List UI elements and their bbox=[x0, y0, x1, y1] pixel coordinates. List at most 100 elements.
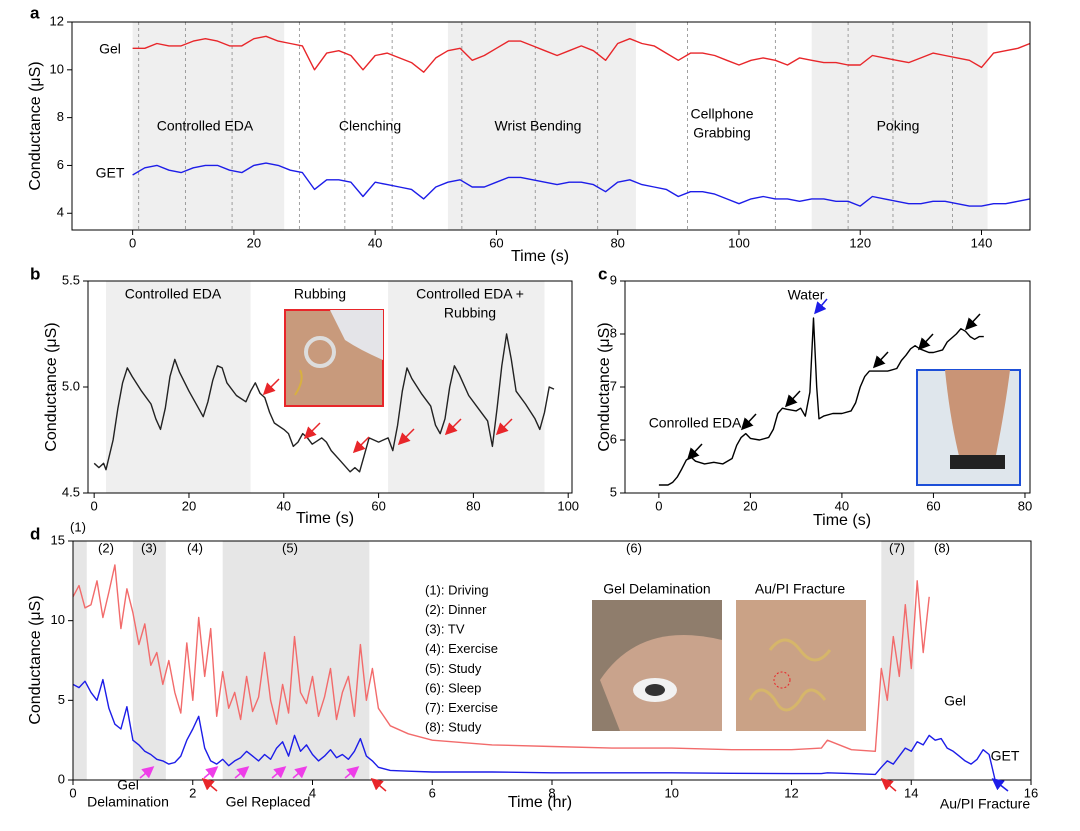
region-label: (7) bbox=[889, 540, 905, 555]
arrow bbox=[203, 766, 219, 779]
arrow bbox=[352, 436, 370, 454]
x-tick-label: 80 bbox=[1018, 498, 1032, 513]
annotation: Controlled EDA bbox=[157, 118, 254, 134]
x-tick-label: 20 bbox=[743, 498, 757, 513]
series-label: GET bbox=[991, 748, 1020, 764]
x-tick-label: 2 bbox=[189, 785, 196, 800]
region-label: (8) bbox=[934, 540, 950, 555]
series-line bbox=[132, 35, 1031, 73]
x-tick-label: 10 bbox=[665, 785, 679, 800]
region-name: (3): TV bbox=[425, 622, 465, 637]
arrow bbox=[139, 766, 155, 779]
series-line bbox=[72, 678, 996, 781]
y-tick-label: 9 bbox=[610, 272, 617, 287]
series-line bbox=[658, 317, 984, 486]
annotation: Cellphone bbox=[690, 106, 753, 122]
annotation: Clenching bbox=[339, 118, 401, 134]
panel-label: b bbox=[30, 264, 40, 283]
region-label: (1) bbox=[70, 519, 86, 534]
x-tick-label: 6 bbox=[429, 785, 436, 800]
region-name: (1): Driving bbox=[425, 582, 489, 597]
x-tick-label: 40 bbox=[368, 235, 382, 250]
region-label: (5) bbox=[282, 540, 298, 555]
x-tick-label: 100 bbox=[557, 498, 579, 513]
x-axis-title: Time (s) bbox=[813, 512, 871, 529]
series-label: GET bbox=[96, 165, 125, 181]
series-line bbox=[93, 333, 555, 473]
annotation: Water bbox=[788, 287, 825, 303]
arrow bbox=[344, 766, 360, 779]
x-tick-label: 80 bbox=[610, 235, 624, 250]
y-axis-title: Conductance (μS) bbox=[27, 61, 44, 190]
shaded-region bbox=[73, 541, 87, 780]
arrow bbox=[370, 778, 387, 792]
arrow bbox=[271, 766, 287, 779]
annotation: Controlled EDA bbox=[125, 286, 222, 302]
x-tick-label: 60 bbox=[489, 235, 503, 250]
arrow bbox=[740, 413, 757, 431]
arrow bbox=[917, 333, 934, 351]
inset-photo-c bbox=[916, 369, 1021, 486]
arrow bbox=[964, 313, 981, 331]
x-tick-label: 60 bbox=[926, 498, 940, 513]
region-label: (4) bbox=[187, 540, 203, 555]
series-line bbox=[132, 162, 1031, 207]
x-tick-label: 140 bbox=[971, 235, 993, 250]
x-tick-label: 4 bbox=[309, 785, 316, 800]
y-tick-label: 7 bbox=[610, 378, 617, 393]
inset-photo-d1 bbox=[592, 600, 722, 731]
arrow bbox=[292, 766, 308, 779]
shaded-region bbox=[132, 22, 285, 230]
shaded-region bbox=[222, 541, 370, 780]
arrow bbox=[397, 428, 415, 446]
x-tick-label: 16 bbox=[1024, 785, 1038, 800]
y-tick-label: 4.5 bbox=[62, 484, 80, 499]
y-axis-title: Conductance (μS) bbox=[43, 322, 60, 451]
series-label: Gel bbox=[944, 693, 966, 709]
x-tick-label: 40 bbox=[277, 498, 291, 513]
y-tick-label: 8 bbox=[610, 325, 617, 340]
inset-photo-b bbox=[284, 309, 384, 407]
x-tick-label: 20 bbox=[182, 498, 196, 513]
arrow bbox=[495, 418, 513, 436]
x-tick-label: 12 bbox=[784, 785, 798, 800]
arrow bbox=[262, 378, 280, 396]
region-name: (2): Dinner bbox=[425, 602, 487, 617]
annotation: Gel Replaced bbox=[226, 794, 311, 810]
x-tick-label: 0 bbox=[69, 785, 76, 800]
x-axis-title: Time (s) bbox=[511, 248, 569, 265]
inset-title: Au/PI Fracture bbox=[755, 581, 845, 597]
x-tick-label: 100 bbox=[728, 235, 750, 250]
plot-frame bbox=[71, 21, 1031, 231]
y-tick-label: 5 bbox=[58, 692, 65, 707]
annotation: Delamination bbox=[87, 794, 169, 810]
shaded-region bbox=[447, 22, 636, 230]
arrow bbox=[784, 390, 801, 408]
arrow bbox=[814, 298, 828, 315]
inset-photo-d2 bbox=[736, 600, 866, 731]
x-tick-label: 60 bbox=[371, 498, 385, 513]
shaded-region bbox=[388, 281, 545, 493]
y-tick-label: 10 bbox=[50, 61, 64, 76]
arrow bbox=[880, 778, 897, 792]
shaded-region bbox=[106, 281, 251, 493]
region-label: (6) bbox=[626, 540, 642, 555]
x-axis-title: Time (s) bbox=[296, 510, 354, 527]
arrow bbox=[991, 778, 1009, 792]
arrow bbox=[234, 766, 250, 779]
arrow bbox=[201, 778, 218, 792]
y-tick-label: 5.0 bbox=[62, 378, 80, 393]
inset-title: Gel Delamination bbox=[603, 581, 710, 597]
arrow bbox=[686, 443, 703, 461]
region-name: (5): Study bbox=[425, 661, 482, 676]
shaded-region bbox=[811, 22, 988, 230]
region-name: (4): Exercise bbox=[425, 641, 498, 656]
x-tick-label: 8 bbox=[548, 785, 555, 800]
annotation: Grabbing bbox=[693, 125, 751, 141]
annotation: Poking bbox=[877, 118, 920, 134]
y-tick-label: 0 bbox=[58, 771, 65, 786]
y-tick-label: 4 bbox=[57, 205, 64, 220]
y-tick-label: 5.5 bbox=[62, 272, 80, 287]
annotation: Rubbing bbox=[444, 305, 496, 321]
